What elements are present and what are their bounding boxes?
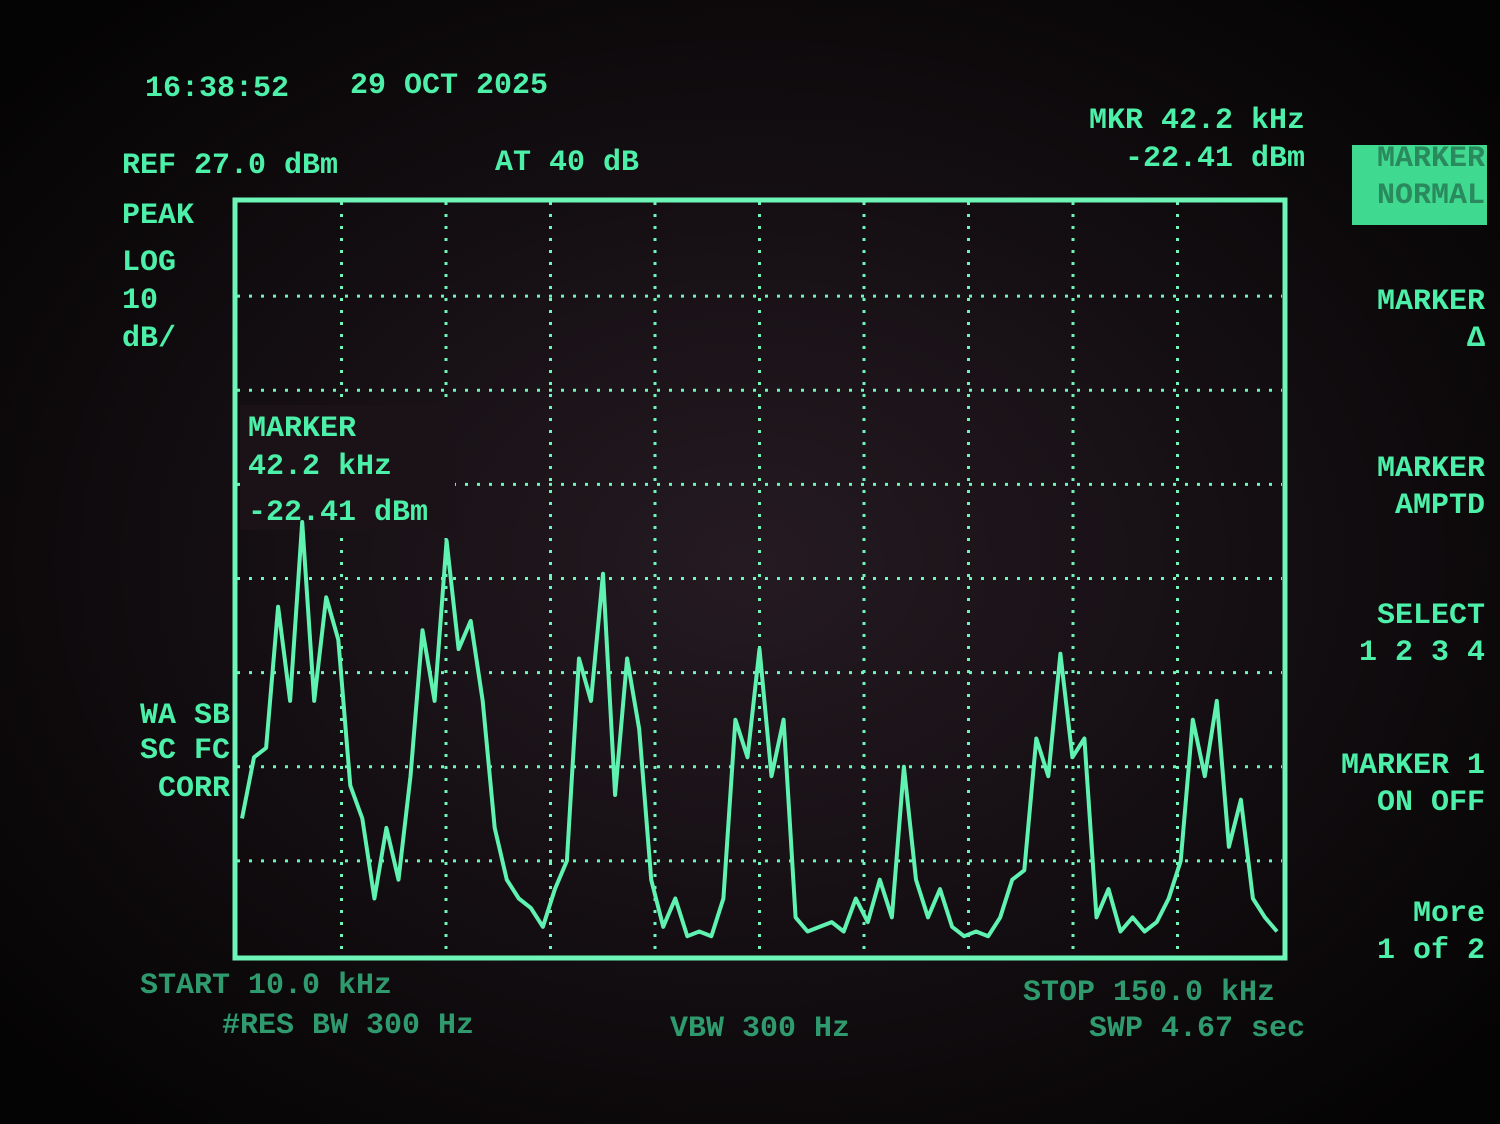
softkey-line: ON OFF (1377, 786, 1485, 820)
ref-level: REF 27.0 dBm (122, 149, 338, 183)
trace (240, 520, 1279, 939)
status: SC FC (140, 734, 230, 768)
softkey-line: MARKER 1 (1341, 749, 1485, 783)
marker-box-freq: 42.2 kHz (248, 450, 392, 484)
softkey-line: More (1413, 897, 1485, 931)
scale-mode: LOG (122, 246, 176, 280)
marker-freq: MKR 42.2 kHz (1089, 104, 1305, 138)
attenuation: AT 40 dB (495, 146, 639, 180)
softkey-line: AMPTD (1395, 489, 1485, 523)
stop-freq: STOP 150.0 kHz (1023, 976, 1275, 1010)
scale-unit: dB/ (122, 322, 176, 356)
softkey-line: NORMAL (1377, 179, 1485, 213)
start-freq: START 10.0 kHz (140, 969, 392, 1003)
status: CORR (158, 772, 230, 806)
sweep: SWP 4.67 sec (1089, 1012, 1305, 1046)
softkey-line: MARKER (1377, 285, 1485, 319)
softkey-line: 1 of 2 (1377, 934, 1485, 968)
softkey-line: MARKER (1377, 142, 1485, 176)
softkey-line: SELECT (1377, 599, 1485, 633)
softkey-line: 1 2 3 4 (1359, 636, 1485, 670)
scale-value: 10 (122, 284, 158, 318)
marker-box-bg (240, 405, 455, 530)
softkey-line: Δ (1467, 322, 1485, 356)
marker-box-ampl: -22.41 dBm (248, 496, 428, 530)
marker-ampl: -22.41 dBm (1125, 142, 1305, 176)
marker-box-title: MARKER (248, 412, 356, 446)
time: 16:38:52 (145, 72, 289, 106)
rbw: #RES BW 300 Hz (222, 1009, 474, 1043)
softkey[interactable]: MARKER 1ON OFF (1341, 749, 1485, 820)
detector: PEAK (122, 199, 194, 233)
softkey-line: MARKER (1377, 452, 1485, 486)
status: WA SB (140, 699, 230, 733)
date: 29 OCT 2025 (350, 69, 548, 103)
graticule-frame (232, 197, 1288, 961)
vbw: VBW 300 Hz (670, 1012, 850, 1046)
softkey-highlight (1352, 145, 1487, 225)
